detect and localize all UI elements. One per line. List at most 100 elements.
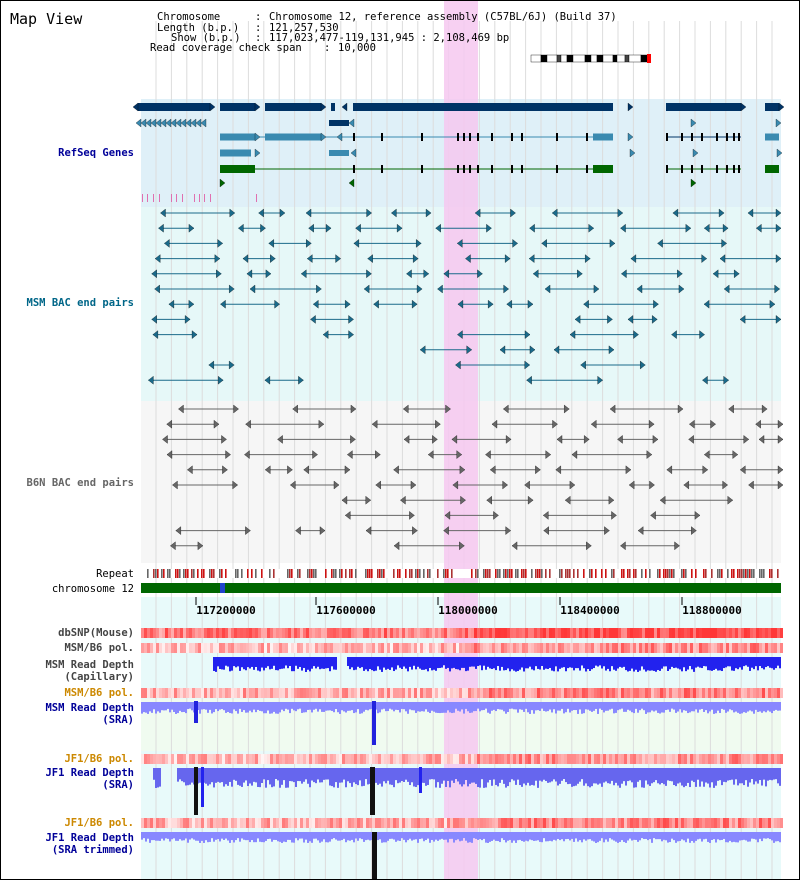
depth-bar <box>755 832 757 840</box>
heat-cell <box>621 754 624 764</box>
depth-bar <box>215 702 217 710</box>
depth-bar <box>231 832 233 841</box>
depth-bar <box>311 768 313 781</box>
track-label-jf1-b6-pol-1[interactable]: JF1/B6 pol. <box>64 753 134 765</box>
track-label-msm-b6-pol-1[interactable]: MSM/B6 pol. <box>64 642 134 654</box>
depth-bar <box>227 832 229 841</box>
heat-cell <box>753 688 756 698</box>
depth-bar <box>739 657 741 668</box>
depth-bar <box>713 768 715 788</box>
track-label-dbsnp[interactable]: dbSNP(Mouse) <box>58 627 134 639</box>
track-label-msm-read-depth-cap-sub[interactable]: (Capillary) <box>64 671 134 683</box>
depth-bar <box>495 702 497 712</box>
heat-cell <box>282 643 285 653</box>
depth-bar <box>157 702 159 712</box>
depth-bar <box>673 657 675 669</box>
depth-bar <box>525 657 527 669</box>
depth-bar <box>489 768 491 780</box>
strand-arrow <box>355 223 361 233</box>
strand-arrow <box>574 315 581 324</box>
track-label-msm-read-depth-cap[interactable]: MSM Read Depth <box>45 659 134 671</box>
strand-arrow <box>403 435 410 444</box>
depth-bar <box>489 657 491 669</box>
depth-bar <box>349 768 351 784</box>
depth-bar <box>531 832 533 841</box>
depth-bar <box>205 768 207 784</box>
depth-bar <box>387 657 389 669</box>
depth-bar <box>315 832 317 839</box>
depth-bar <box>531 768 533 785</box>
depth-bar <box>309 768 311 788</box>
depth-bar <box>391 702 393 710</box>
heat-cell <box>180 643 183 653</box>
depth-bar <box>597 832 599 843</box>
strand-arrow <box>350 148 357 158</box>
track-label-chromosome[interactable]: chromosome 12 <box>51 583 134 595</box>
depth-bar <box>311 657 313 669</box>
depth-bar <box>149 832 151 843</box>
repeat-element <box>509 569 511 578</box>
depth-bar <box>239 702 241 709</box>
track-label-msm-b6-pol-2[interactable]: MSM/B6 pol. <box>64 687 134 699</box>
strand-arrow <box>373 299 379 309</box>
depth-bar <box>475 702 477 712</box>
heat-cell <box>750 643 753 653</box>
depth-bar <box>291 832 293 843</box>
depth-bar <box>743 768 745 786</box>
heat-cell <box>567 754 570 764</box>
heat-cell <box>747 628 750 638</box>
depth-bar <box>747 768 749 787</box>
depth-bar <box>381 702 383 710</box>
track-label-jf1-read-depth-sub[interactable]: (SRA) <box>102 779 134 791</box>
heat-cell <box>774 643 777 653</box>
repeat-element <box>345 569 347 578</box>
track-label-msm-read-depth-sra-sub[interactable]: (SRA) <box>102 714 134 726</box>
depth-bar <box>639 768 641 781</box>
track-label-jf1-read-depth[interactable]: JF1 Read Depth <box>45 767 134 779</box>
strand-arrow <box>691 526 697 535</box>
depth-bar <box>513 657 515 671</box>
depth-bar <box>483 657 485 666</box>
ideogram-band <box>624 54 630 63</box>
strand-arrow <box>499 345 506 355</box>
depth-bar <box>671 702 673 709</box>
heat-cell <box>636 754 639 764</box>
strand-arrow <box>702 465 708 475</box>
depth-bar <box>357 832 359 841</box>
track-label-jf1-read-depth-trim-sub[interactable]: (SRA trimmed) <box>51 844 134 856</box>
strand-arrow <box>320 102 327 112</box>
exon-tick <box>666 133 668 141</box>
heat-cell <box>756 688 759 698</box>
heat-cell <box>237 818 240 828</box>
heat-cell <box>216 818 219 828</box>
track-label-b6n-bac[interactable]: B6N BAC end pairs <box>26 477 134 489</box>
depth-bar <box>313 832 315 839</box>
track-label-jf1-read-depth-trim[interactable]: JF1 Read Depth <box>45 832 134 844</box>
ideogram-band <box>628 54 642 63</box>
heat-cell <box>360 643 363 653</box>
track-label-msm-bac[interactable]: MSM BAC end pairs <box>26 297 134 309</box>
depth-bar <box>309 702 311 710</box>
heat-cell <box>741 628 744 638</box>
track-label-jf1-b6-pol-2[interactable]: JF1/B6 pol. <box>64 817 134 829</box>
depth-bar <box>257 768 259 787</box>
heat-cell <box>201 818 204 828</box>
track-label-msm-read-depth-sra[interactable]: MSM Read Depth <box>45 702 134 714</box>
depth-bar <box>465 702 467 709</box>
depth-bar <box>217 832 219 840</box>
heat-cell <box>471 643 474 653</box>
track-label-repeat[interactable]: Repeat <box>96 568 134 580</box>
depth-bar <box>229 832 231 843</box>
depth-bar <box>611 768 613 781</box>
heat-cell <box>522 688 525 698</box>
strand-arrow <box>348 178 355 188</box>
track-label-refseq[interactable]: RefSeq Genes <box>58 147 134 159</box>
depth-bar <box>663 768 665 785</box>
depth-bar <box>221 768 223 783</box>
depth-bar <box>475 768 477 784</box>
strand-arrow <box>320 132 327 142</box>
heat-cell <box>480 628 483 638</box>
depth-bar <box>443 832 445 840</box>
depth-bar <box>421 832 423 839</box>
depth-bar <box>755 702 757 710</box>
